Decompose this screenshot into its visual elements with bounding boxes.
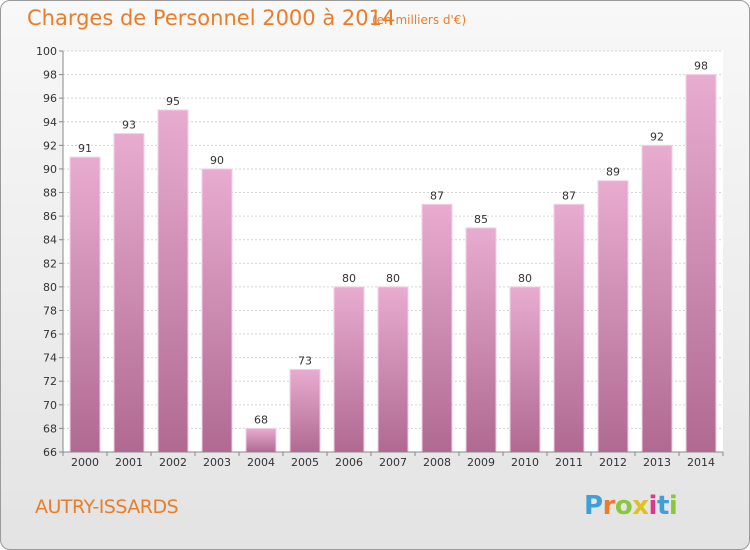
- data-label-2012: 89: [606, 166, 620, 179]
- data-label-2011: 87: [562, 189, 576, 202]
- bar-2012: [598, 181, 628, 452]
- x-tick-label: 2006: [335, 456, 363, 469]
- y-tick-label: 100: [36, 45, 57, 58]
- bar-2002: [158, 110, 188, 452]
- y-tick-label: 78: [43, 304, 57, 317]
- x-tick-label: 2005: [291, 456, 319, 469]
- data-label-2000: 91: [78, 142, 92, 155]
- y-tick-label: 82: [43, 257, 57, 270]
- x-tick-label: 2004: [247, 456, 275, 469]
- y-tick-label: 68: [43, 422, 57, 435]
- logo-letter: t: [657, 491, 669, 521]
- bar-2000: [70, 157, 100, 452]
- data-label-2014: 98: [694, 60, 708, 73]
- y-tick-label: 86: [43, 210, 57, 223]
- data-label-2002: 95: [166, 95, 180, 108]
- data-label-2009: 85: [474, 213, 488, 226]
- x-tick-label: 2012: [599, 456, 627, 469]
- bar-2011: [554, 204, 584, 452]
- y-tick-label: 70: [43, 399, 57, 412]
- x-tick-label: 2003: [203, 456, 231, 469]
- chart-frame: Charges de Personnel 2000 à 2014 (en mil…: [0, 0, 750, 550]
- x-tick-label: 2010: [511, 456, 539, 469]
- bar-2003: [202, 169, 232, 452]
- data-label-2004: 68: [254, 413, 268, 426]
- data-label-2008: 87: [430, 189, 444, 202]
- bar-2013: [642, 145, 672, 452]
- bar-2014: [686, 75, 716, 452]
- bar-2009: [466, 228, 496, 452]
- logo-letter: P: [584, 491, 603, 521]
- bar-2001: [114, 134, 144, 452]
- y-tick-label: 72: [43, 375, 57, 388]
- x-tick-label: 2009: [467, 456, 495, 469]
- bar-2005: [290, 369, 320, 452]
- y-tick-label: 80: [43, 281, 57, 294]
- data-label-2007: 80: [386, 272, 400, 285]
- y-tick-label: 92: [43, 139, 57, 152]
- y-tick-label: 66: [43, 446, 57, 459]
- y-tick-label: 98: [43, 69, 57, 82]
- x-tick-label: 2002: [159, 456, 187, 469]
- x-tick-label: 2008: [423, 456, 451, 469]
- y-tick-label: 74: [43, 352, 57, 365]
- logo-letter: o: [615, 491, 632, 521]
- y-tick-label: 84: [43, 234, 57, 247]
- x-tick-label: 2014: [687, 456, 715, 469]
- proxiti-logo: Proxiti: [584, 491, 677, 521]
- logo-letter: i: [669, 491, 677, 521]
- data-label-2001: 93: [122, 119, 136, 132]
- y-tick-label: 96: [43, 92, 57, 105]
- x-tick-label: 2007: [379, 456, 407, 469]
- logo-letter: i: [649, 491, 657, 521]
- x-tick-label: 2013: [643, 456, 671, 469]
- y-tick-label: 76: [43, 328, 57, 341]
- bar-2004: [246, 428, 276, 452]
- y-tick-label: 90: [43, 163, 57, 176]
- bar-chart: 91 93 95 90 68 73 80 80 87 85 80 87 89 92 98 66 68 70 72 7…: [1, 1, 750, 550]
- y-tick-label: 94: [43, 116, 57, 129]
- data-label-2005: 73: [298, 354, 312, 367]
- x-tick-label: 2001: [115, 456, 143, 469]
- data-label-2013: 92: [650, 130, 664, 143]
- commune-name: AUTRY-ISSARDS: [35, 496, 178, 518]
- logo-letter: x: [632, 491, 648, 521]
- data-label-2006: 80: [342, 272, 356, 285]
- data-label-2003: 90: [210, 154, 224, 167]
- bar-2010: [510, 287, 540, 452]
- x-tick-label: 2000: [71, 456, 99, 469]
- data-label-2010: 80: [518, 272, 532, 285]
- bar-2007: [378, 287, 408, 452]
- logo-letter: r: [603, 491, 615, 521]
- x-tick-label: 2011: [555, 456, 583, 469]
- bar-2008: [422, 204, 452, 452]
- bar-2006: [334, 287, 364, 452]
- y-tick-label: 88: [43, 187, 57, 200]
